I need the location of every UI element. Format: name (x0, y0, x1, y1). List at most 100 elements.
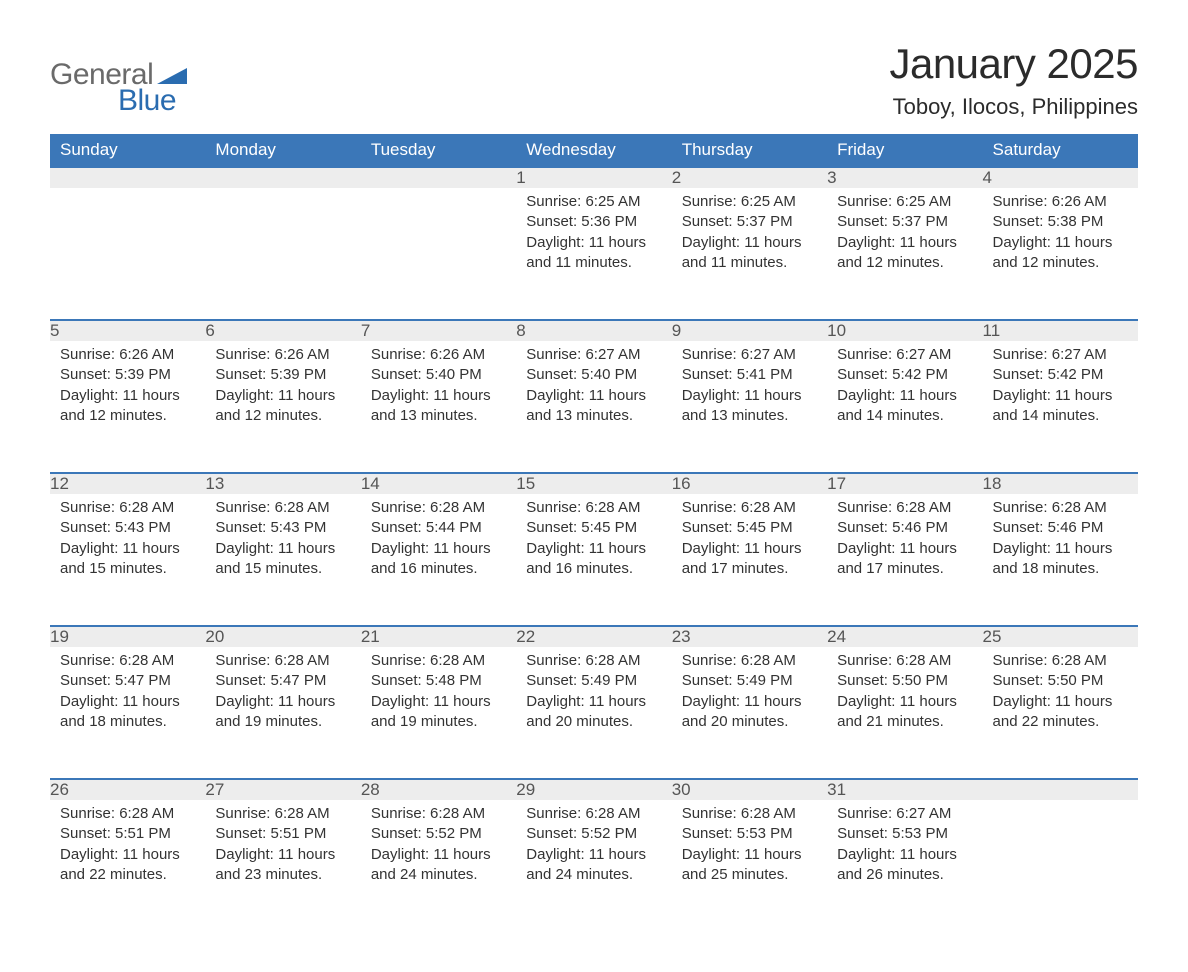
day-number: 20 (205, 626, 360, 647)
sunset-line: Sunset: 5:52 PM (526, 824, 661, 844)
day-cell: Sunrise: 6:25 AMSunset: 5:36 PMDaylight:… (516, 188, 671, 320)
week-daynum-row: 12131415161718 (50, 473, 1138, 494)
daylight-line: Daylight: 11 hours and 20 minutes. (682, 692, 817, 733)
empty-day-number (205, 167, 360, 188)
day-cell: Sunrise: 6:27 AMSunset: 5:42 PMDaylight:… (983, 341, 1138, 473)
day-number: 27 (205, 779, 360, 800)
day-cell: Sunrise: 6:27 AMSunset: 5:53 PMDaylight:… (827, 800, 982, 932)
day-cell: Sunrise: 6:28 AMSunset: 5:48 PMDaylight:… (361, 647, 516, 779)
daylight-line: Daylight: 11 hours and 11 minutes. (682, 233, 817, 274)
day-number: 5 (50, 320, 205, 341)
daylight-line: Daylight: 11 hours and 23 minutes. (215, 845, 350, 886)
sunset-line: Sunset: 5:42 PM (993, 365, 1128, 385)
day-details: Sunrise: 6:27 AMSunset: 5:53 PMDaylight:… (827, 800, 982, 903)
day-number: 21 (361, 626, 516, 647)
sunset-line: Sunset: 5:45 PM (526, 518, 661, 538)
week-daynum-row: 567891011 (50, 320, 1138, 341)
day-cell: Sunrise: 6:27 AMSunset: 5:40 PMDaylight:… (516, 341, 671, 473)
day-number: 25 (983, 626, 1138, 647)
daylight-line: Daylight: 11 hours and 14 minutes. (993, 386, 1128, 427)
day-cell: Sunrise: 6:28 AMSunset: 5:49 PMDaylight:… (672, 647, 827, 779)
day-details: Sunrise: 6:28 AMSunset: 5:51 PMDaylight:… (205, 800, 360, 903)
day-number: 28 (361, 779, 516, 800)
sunset-line: Sunset: 5:39 PM (215, 365, 350, 385)
daylight-line: Daylight: 11 hours and 12 minutes. (215, 386, 350, 427)
sunset-line: Sunset: 5:51 PM (215, 824, 350, 844)
sunrise-line: Sunrise: 6:28 AM (215, 804, 350, 824)
daylight-line: Daylight: 11 hours and 24 minutes. (526, 845, 661, 886)
empty-day-cell (205, 188, 360, 320)
day-details: Sunrise: 6:27 AMSunset: 5:42 PMDaylight:… (827, 341, 982, 444)
day-details: Sunrise: 6:26 AMSunset: 5:39 PMDaylight:… (205, 341, 360, 444)
sunrise-line: Sunrise: 6:28 AM (371, 498, 506, 518)
sunrise-line: Sunrise: 6:28 AM (60, 498, 195, 518)
day-details: Sunrise: 6:28 AMSunset: 5:48 PMDaylight:… (361, 647, 516, 750)
sunset-line: Sunset: 5:37 PM (837, 212, 972, 232)
day-details: Sunrise: 6:28 AMSunset: 5:46 PMDaylight:… (827, 494, 982, 597)
sunrise-line: Sunrise: 6:28 AM (526, 651, 661, 671)
daylight-line: Daylight: 11 hours and 12 minutes. (993, 233, 1128, 274)
sunrise-line: Sunrise: 6:28 AM (215, 651, 350, 671)
day-details: Sunrise: 6:28 AMSunset: 5:50 PMDaylight:… (983, 647, 1138, 750)
day-cell: Sunrise: 6:28 AMSunset: 5:49 PMDaylight:… (516, 647, 671, 779)
sunrise-line: Sunrise: 6:28 AM (837, 498, 972, 518)
day-details: Sunrise: 6:26 AMSunset: 5:40 PMDaylight:… (361, 341, 516, 444)
day-details: Sunrise: 6:28 AMSunset: 5:52 PMDaylight:… (516, 800, 671, 903)
daylight-line: Daylight: 11 hours and 18 minutes. (60, 692, 195, 733)
day-cell: Sunrise: 6:28 AMSunset: 5:45 PMDaylight:… (672, 494, 827, 626)
daylight-line: Daylight: 11 hours and 13 minutes. (526, 386, 661, 427)
day-cell: Sunrise: 6:27 AMSunset: 5:42 PMDaylight:… (827, 341, 982, 473)
day-number: 30 (672, 779, 827, 800)
day-number: 17 (827, 473, 982, 494)
calendar-table: SundayMondayTuesdayWednesdayThursdayFrid… (50, 134, 1138, 932)
sunrise-line: Sunrise: 6:28 AM (682, 804, 817, 824)
daylight-line: Daylight: 11 hours and 13 minutes. (371, 386, 506, 427)
day-cell: Sunrise: 6:28 AMSunset: 5:47 PMDaylight:… (50, 647, 205, 779)
sunrise-line: Sunrise: 6:28 AM (60, 651, 195, 671)
week-data-row: Sunrise: 6:26 AMSunset: 5:39 PMDaylight:… (50, 341, 1138, 473)
day-cell: Sunrise: 6:28 AMSunset: 5:52 PMDaylight:… (516, 800, 671, 932)
sunset-line: Sunset: 5:52 PM (371, 824, 506, 844)
daylight-line: Daylight: 11 hours and 22 minutes. (60, 845, 195, 886)
day-details: Sunrise: 6:27 AMSunset: 5:40 PMDaylight:… (516, 341, 671, 444)
day-number: 1 (516, 167, 671, 188)
daylight-line: Daylight: 11 hours and 16 minutes. (526, 539, 661, 580)
day-details: Sunrise: 6:28 AMSunset: 5:50 PMDaylight:… (827, 647, 982, 750)
empty-day-number (361, 167, 516, 188)
day-number: 10 (827, 320, 982, 341)
daylight-line: Daylight: 11 hours and 21 minutes. (837, 692, 972, 733)
sunset-line: Sunset: 5:37 PM (682, 212, 817, 232)
sunset-line: Sunset: 5:44 PM (371, 518, 506, 538)
sunrise-line: Sunrise: 6:28 AM (526, 498, 661, 518)
day-details: Sunrise: 6:27 AMSunset: 5:41 PMDaylight:… (672, 341, 827, 444)
sunset-line: Sunset: 5:36 PM (526, 212, 661, 232)
day-number: 26 (50, 779, 205, 800)
day-cell: Sunrise: 6:28 AMSunset: 5:46 PMDaylight:… (827, 494, 982, 626)
day-details: Sunrise: 6:25 AMSunset: 5:37 PMDaylight:… (672, 188, 827, 291)
sunrise-line: Sunrise: 6:28 AM (371, 804, 506, 824)
day-cell: Sunrise: 6:28 AMSunset: 5:52 PMDaylight:… (361, 800, 516, 932)
day-number: 12 (50, 473, 205, 494)
sunrise-line: Sunrise: 6:26 AM (215, 345, 350, 365)
daylight-line: Daylight: 11 hours and 14 minutes. (837, 386, 972, 427)
day-cell: Sunrise: 6:26 AMSunset: 5:40 PMDaylight:… (361, 341, 516, 473)
day-number: 31 (827, 779, 982, 800)
title-block: January 2025 Toboy, Ilocos, Philippines (889, 40, 1138, 120)
day-cell: Sunrise: 6:28 AMSunset: 5:43 PMDaylight:… (205, 494, 360, 626)
sunrise-line: Sunrise: 6:28 AM (837, 651, 972, 671)
day-details: Sunrise: 6:28 AMSunset: 5:49 PMDaylight:… (672, 647, 827, 750)
week-data-row: Sunrise: 6:28 AMSunset: 5:51 PMDaylight:… (50, 800, 1138, 932)
sunset-line: Sunset: 5:39 PM (60, 365, 195, 385)
day-cell: Sunrise: 6:28 AMSunset: 5:50 PMDaylight:… (827, 647, 982, 779)
sunset-line: Sunset: 5:53 PM (682, 824, 817, 844)
empty-day-number (983, 779, 1138, 800)
day-number: 22 (516, 626, 671, 647)
day-number: 3 (827, 167, 982, 188)
day-details: Sunrise: 6:28 AMSunset: 5:44 PMDaylight:… (361, 494, 516, 597)
daylight-line: Daylight: 11 hours and 25 minutes. (682, 845, 817, 886)
empty-day-cell (361, 188, 516, 320)
daylight-line: Daylight: 11 hours and 17 minutes. (682, 539, 817, 580)
daylight-line: Daylight: 11 hours and 12 minutes. (60, 386, 195, 427)
day-details: Sunrise: 6:26 AMSunset: 5:39 PMDaylight:… (50, 341, 205, 444)
day-number: 16 (672, 473, 827, 494)
